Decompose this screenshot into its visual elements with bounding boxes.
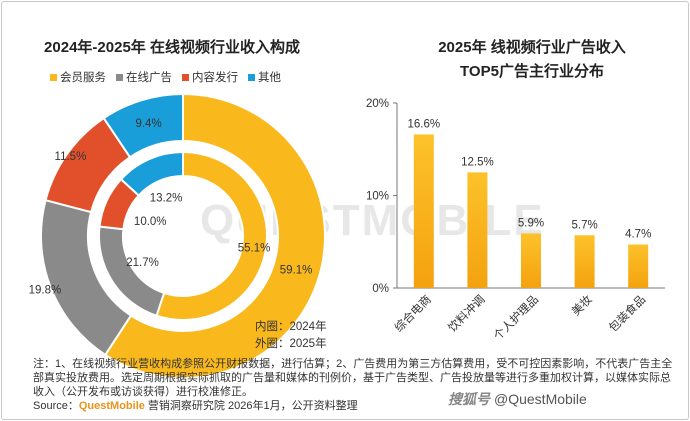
- bar-4: [628, 244, 649, 288]
- inner-ring-label-content: 10.0%: [134, 216, 167, 228]
- outer-ring-slice-member: [103, 92, 326, 379]
- legend-label-member: 会员服务: [60, 72, 106, 84]
- legend-swatch-content: [182, 73, 189, 81]
- watermark: 搜狐号 @QuestMobile: [448, 389, 587, 409]
- outer-ring-slice-other: [102, 92, 184, 159]
- x-category-label-1: 饮料冲调: [445, 292, 487, 334]
- watermark-platform: 搜狐号: [448, 391, 490, 407]
- legend-label-content: 内容发行: [192, 72, 238, 84]
- legend-item-content: 内容发行: [182, 69, 238, 85]
- bar-0: [413, 134, 434, 288]
- y-tick-label-0: 0%: [372, 283, 389, 295]
- bar-1: [467, 172, 488, 288]
- outer-ring-label-content: 11.5%: [55, 151, 87, 163]
- outer-ring-label-ads: 19.8%: [29, 284, 62, 296]
- watermark-handle: @QuestMobile: [494, 391, 587, 407]
- inner-ring-label-ads: 21.7%: [126, 257, 159, 269]
- legend-swatch-other: [248, 73, 255, 81]
- legend-label-ads: 在线广告: [126, 72, 172, 84]
- legend-item-member: 会员服务: [50, 69, 106, 85]
- footnote: 注：1、在线视频行业营收构成参照公开财报数据，进行估算；2、广告费用为第三方估算…: [33, 358, 673, 398]
- left-chart-title: 2024年-2025年 在线视频行业收入构成: [44, 39, 300, 56]
- bar-value-label-0: 16.6%: [407, 118, 440, 130]
- x-category-label-3: 美妆: [569, 292, 596, 319]
- x-category-label-2: 个人护理品: [491, 292, 542, 343]
- inner-ring-note: 内圈：2024年: [255, 321, 327, 333]
- source-rest: 营销洞察研究院 2026年1月，公开资料整理: [144, 400, 358, 412]
- bar-value-label-2: 5.9%: [518, 217, 544, 229]
- bar-value-label-3: 5.7%: [571, 219, 597, 231]
- right-chart-title-line2: TOP5广告主行业分布: [460, 63, 604, 80]
- legend-label-other: 其他: [258, 72, 281, 84]
- bar-2: [521, 233, 541, 288]
- y-tick-label-2: 20%: [366, 98, 389, 110]
- right-chart-title: 2025年 线视频行业广告收入 TOP5广告主行业分布: [382, 36, 682, 84]
- outer-ring-label-member: 59.1%: [280, 265, 313, 277]
- outer-ring-note: 外圈：2025年: [255, 338, 327, 350]
- inner-ring-slice-other: [119, 150, 184, 197]
- outer-ring-label-other: 9.4%: [135, 118, 161, 130]
- legend-item-other: 其他: [248, 69, 281, 85]
- legend-swatch-member: [50, 73, 57, 81]
- legend-swatch-ads: [116, 73, 123, 81]
- left-chart-legend: 会员服务 在线广告 内容发行 其他: [50, 69, 281, 85]
- inner-ring-label-member: 55.1%: [238, 242, 271, 254]
- x-category-label-4: 包装食品: [606, 292, 648, 334]
- bar-value-label-1: 12.5%: [461, 156, 494, 168]
- bar-3: [574, 235, 595, 288]
- legend-item-ads: 在线广告: [116, 69, 172, 85]
- inner-ring-slice-member: [155, 150, 268, 321]
- inner-ring-label-other: 13.2%: [150, 193, 183, 205]
- source-prefix: Source：: [33, 400, 79, 412]
- x-category-label-0: 综合电商: [391, 292, 433, 334]
- right-chart-title-line1: 2025年 线视频行业广告收入: [438, 39, 626, 56]
- source-line: Source：QuestMobile 营销洞察研究院 2026年1月，公开资料整…: [33, 397, 358, 413]
- bar-value-label-4: 4.7%: [625, 229, 651, 241]
- y-tick-label-1: 10%: [366, 191, 389, 203]
- source-brand: QuestMobile: [78, 400, 145, 412]
